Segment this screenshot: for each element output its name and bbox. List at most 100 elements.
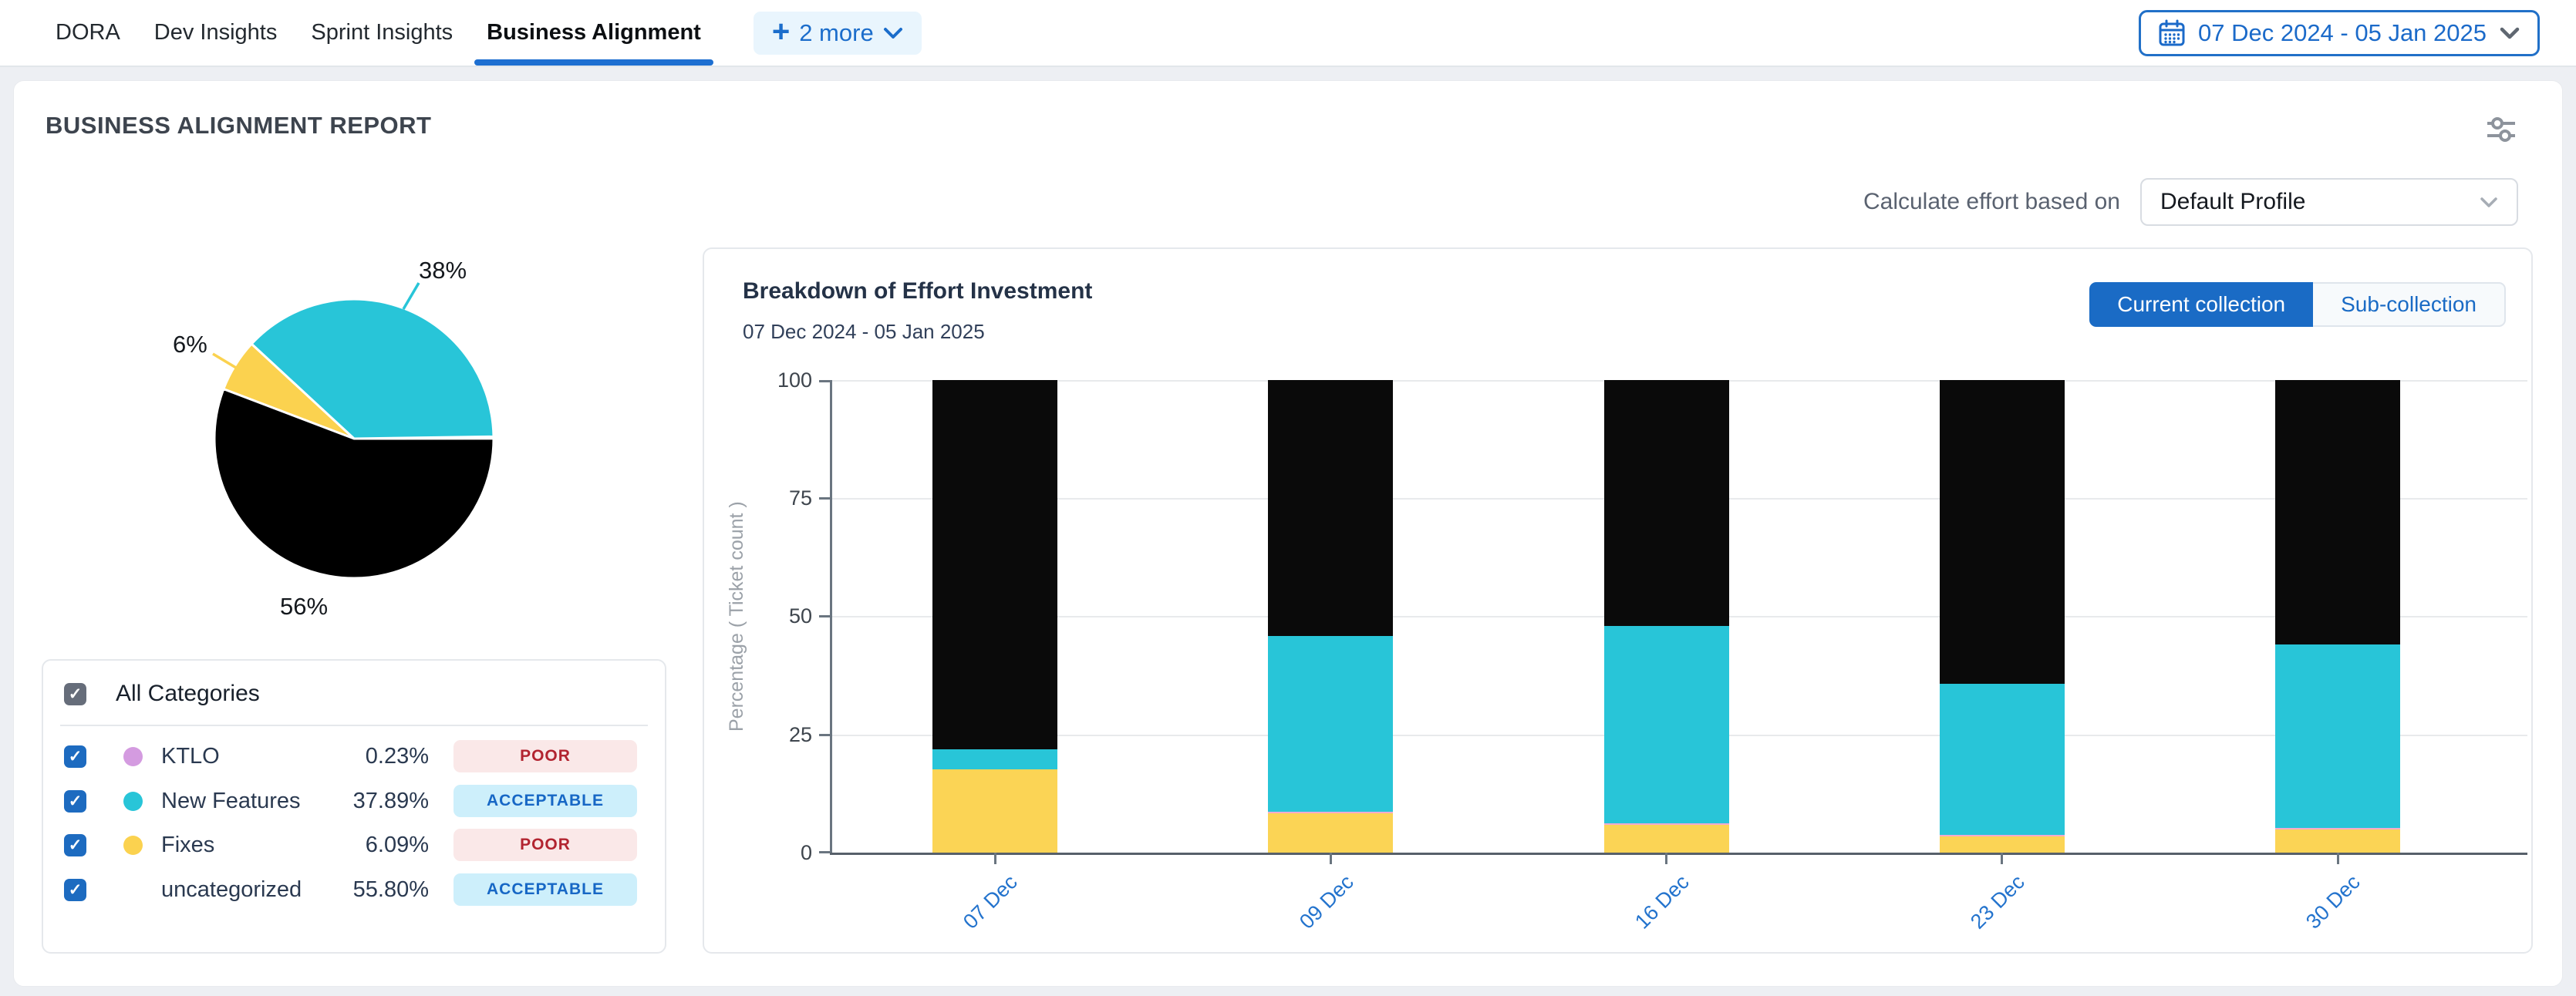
tab-label: Business Alignment — [487, 20, 701, 45]
tab-label: Dev Insights — [153, 20, 278, 45]
category-color-dot — [123, 791, 143, 811]
y-tick-label: 50 — [788, 604, 812, 628]
date-range-text: 07 Dec 2024 - 05 Jan 2025 — [2198, 19, 2487, 46]
divider — [60, 725, 648, 726]
y-tick-label: 0 — [800, 841, 812, 864]
bar-segment-fixes[interactable] — [932, 769, 1057, 853]
category-percentage: 0.23% — [365, 743, 429, 769]
x-axis-label: 09 Dec — [1294, 870, 1358, 934]
collection-toggle: Current collection Sub-collection — [2089, 282, 2506, 327]
x-tick — [993, 853, 996, 864]
all-categories-row: All Categories — [64, 681, 260, 707]
tab-dev-insights[interactable]: Dev Insights — [154, 0, 278, 66]
y-tick-label: 75 — [788, 486, 812, 510]
effort-label: Calculate effort based on — [1863, 189, 2120, 214]
x-axis-line — [830, 853, 2527, 855]
y-tick-label: 100 — [777, 368, 812, 392]
status-badge: ACCEPTABLE — [453, 785, 637, 817]
more-label: 2 more — [799, 19, 874, 46]
y-tick — [819, 615, 830, 617]
legend-row-fixes: Fixes 6.09% POOR — [64, 828, 651, 862]
y-tick-label: 25 — [788, 723, 812, 746]
profile-select[interactable]: Default Profile — [2140, 178, 2518, 226]
category-name: KTLO — [161, 743, 220, 769]
tab-label: DORA — [56, 20, 120, 45]
tab-business-alignment[interactable]: Business Alignment — [474, 0, 713, 66]
x-tick — [1329, 853, 1332, 864]
bar-30-dec[interactable] — [2275, 380, 2400, 853]
bar-segment-ktlo[interactable] — [1603, 823, 1729, 825]
chart-title: Breakdown of Effort Investment — [743, 278, 1093, 304]
y-axis-line — [830, 380, 832, 855]
x-tick — [1665, 853, 1667, 864]
bar-segment-fixes[interactable] — [1268, 813, 1394, 853]
y-tick — [819, 497, 830, 500]
y-tick — [819, 380, 830, 382]
category-name: New Features — [161, 788, 301, 813]
all-categories-checkbox[interactable] — [64, 682, 86, 705]
pie-slice-uncategorized[interactable] — [213, 388, 495, 580]
pie-label-fixes: 6% — [173, 331, 207, 358]
bar-segment-new-features[interactable] — [1603, 626, 1729, 823]
date-range-picker[interactable]: 07 Dec 2024 - 05 Jan 2025 — [2139, 10, 2540, 56]
bar-segment-new-features[interactable] — [2275, 644, 2400, 829]
category-checkbox[interactable] — [64, 789, 86, 813]
x-axis-label: 30 Dec — [2301, 870, 2365, 934]
sub-collection-button[interactable]: Sub-collection — [2313, 282, 2506, 327]
bar-23-dec[interactable] — [1939, 380, 2065, 853]
tab-label: Sprint Insights — [311, 20, 453, 45]
bar-segment-new-features[interactable] — [1268, 636, 1394, 813]
top-navbar: DORA Dev Insights Sprint Insights Busine… — [0, 0, 2576, 67]
chevron-down-icon — [883, 27, 902, 39]
category-percentage: 6.09% — [365, 832, 429, 857]
category-color-dot — [123, 835, 143, 855]
plus-icon: + — [771, 14, 791, 49]
bar-segment-new-features[interactable] — [1939, 684, 2065, 836]
pie-label-new-features: 38% — [419, 257, 467, 284]
effort-investment-panel: Breakdown of Effort Investment 07 Dec 20… — [703, 247, 2533, 954]
legend-row-ktlo: KTLO 0.23% POOR — [64, 739, 651, 773]
tab-dora[interactable]: DORA — [56, 0, 120, 66]
bar-segment-fixes[interactable] — [1603, 824, 1729, 853]
legend-row-new-features: New Features 37.89% ACCEPTABLE — [64, 784, 651, 818]
calendar-icon — [2159, 19, 2185, 46]
chevron-down-icon — [2500, 27, 2520, 39]
report-title: BUSINESS ALIGNMENT REPORT — [46, 112, 432, 139]
status-badge: POOR — [453, 829, 637, 861]
bar-segment-fixes[interactable] — [1939, 836, 2065, 853]
chart-settings-icon[interactable] — [2483, 112, 2519, 147]
bar-segment-ktlo[interactable] — [1939, 834, 2065, 837]
tab-sprint-insights[interactable]: Sprint Insights — [311, 0, 453, 66]
status-badge: ACCEPTABLE — [453, 873, 637, 906]
bar-chart-plot-area: 100 75 50 25 0 07 Dec 09 Dec 16 Dec 23 Dec 3… — [777, 368, 2527, 934]
all-categories-label: All Categories — [116, 681, 260, 706]
bar-segment-uncategorized[interactable] — [932, 380, 1057, 749]
bar-09-dec[interactable] — [1268, 380, 1394, 853]
bar-07-dec[interactable] — [932, 380, 1057, 853]
bar-segment-uncategorized[interactable] — [1939, 380, 2065, 685]
category-checkbox[interactable] — [64, 745, 86, 768]
bar-segment-ktlo[interactable] — [2275, 827, 2400, 829]
effort-pie-chart — [213, 298, 495, 580]
legend-row-uncategorized: uncategorized 55.80% ACCEPTABLE — [64, 873, 651, 907]
bar-segment-fixes[interactable] — [2275, 829, 2400, 853]
category-percentage: 55.80% — [352, 877, 429, 902]
more-tabs-dropdown[interactable]: + 2 more — [753, 11, 922, 55]
bar-16-dec[interactable] — [1603, 380, 1729, 853]
bar-segment-uncategorized[interactable] — [1268, 380, 1394, 637]
x-tick — [2336, 853, 2339, 864]
current-collection-button[interactable]: Current collection — [2089, 282, 2314, 327]
bar-segment-ktlo[interactable] — [1268, 811, 1394, 814]
category-checkbox[interactable] — [64, 833, 86, 856]
x-axis-label: 23 Dec — [1966, 870, 2029, 934]
y-tick — [819, 734, 830, 736]
business-alignment-report-card: BUSINESS ALIGNMENT REPORT Calculate effo… — [13, 80, 2563, 987]
pie-label-uncategorized: 56% — [280, 593, 329, 620]
x-axis-label: 07 Dec — [959, 870, 1023, 934]
bar-segment-uncategorized[interactable] — [2275, 380, 2400, 644]
x-axis-label: 16 Dec — [1630, 870, 1694, 934]
bar-segment-new-features[interactable] — [932, 749, 1057, 770]
category-checkbox[interactable] — [64, 878, 86, 901]
effort-profile-row: Calculate effort based on Default Profil… — [1863, 178, 2518, 226]
bar-segment-uncategorized[interactable] — [1603, 380, 1729, 627]
